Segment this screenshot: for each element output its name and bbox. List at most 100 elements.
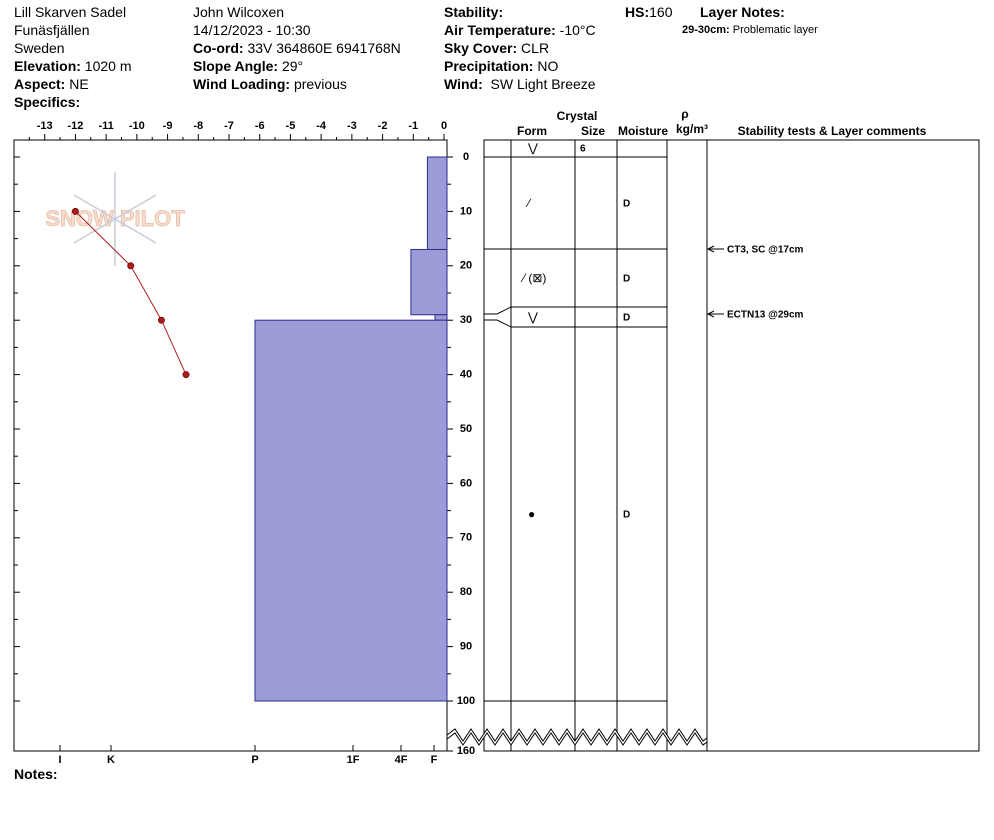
col-header: Stability tests & Layer comments bbox=[738, 124, 927, 138]
y-tick-label: 100 bbox=[457, 695, 475, 707]
precipitation: Precipitation: NO bbox=[444, 57, 558, 75]
site-name: Lill Skarven Sadel bbox=[14, 4, 127, 20]
layer-connectors bbox=[484, 306, 512, 328]
hardness-label: P bbox=[251, 754, 258, 766]
hardness-bar bbox=[426, 156, 448, 250]
layer-notes: Layer Notes: bbox=[700, 3, 785, 21]
comment-arrows bbox=[706, 245, 724, 318]
value: 33V 364860E 6941768N bbox=[247, 40, 401, 56]
notes: Notes: bbox=[14, 765, 58, 783]
y-tick-label: 160 bbox=[457, 745, 475, 757]
hardness-label: 4F bbox=[395, 754, 408, 766]
hardness-label: I bbox=[58, 754, 61, 766]
y-tick-label: 0 bbox=[463, 151, 469, 163]
temperature-point bbox=[71, 207, 79, 215]
label: Specifics: bbox=[14, 94, 81, 110]
col-header: kg/m³ bbox=[676, 122, 708, 136]
crystal-form: ⋁ bbox=[527, 141, 538, 155]
hardness-label: F bbox=[431, 754, 438, 766]
layer-note: 29-30cm: Problematic layer bbox=[682, 22, 818, 38]
moisture: D bbox=[623, 199, 630, 210]
hardness-bar bbox=[410, 248, 448, 316]
sky-cover: Sky Cover: CLR bbox=[444, 39, 549, 57]
x-tick-label: -11 bbox=[98, 120, 113, 132]
label: Elevation: bbox=[14, 58, 81, 74]
y-tick-label: 90 bbox=[460, 641, 472, 653]
value: 29° bbox=[281, 58, 304, 74]
x-tick-label: -9 bbox=[163, 120, 173, 132]
value: 160 bbox=[649, 4, 673, 20]
x-tick-label: -3 bbox=[347, 120, 357, 132]
temperature-line bbox=[75, 211, 187, 375]
col-header: Form bbox=[517, 124, 547, 138]
col-header: ρ bbox=[681, 107, 688, 121]
slope: Slope Angle: 29° bbox=[193, 57, 303, 75]
value: previous bbox=[293, 76, 347, 92]
label: Wind Loading: bbox=[193, 76, 291, 92]
temperature-point bbox=[127, 262, 135, 270]
x-tick-label: -5 bbox=[286, 120, 296, 132]
value: NE bbox=[69, 76, 89, 92]
coord: Co-ord: 33V 364860E 6941768N bbox=[193, 39, 401, 57]
y-tick-label: 20 bbox=[460, 260, 472, 272]
label: Stability: bbox=[444, 4, 504, 20]
hardness-label: 1F bbox=[347, 754, 360, 766]
moisture: D bbox=[623, 510, 630, 521]
stability-comment: CT3, SC @17cm bbox=[727, 245, 804, 256]
axis-break bbox=[446, 728, 708, 746]
y-tick-label: 30 bbox=[460, 314, 472, 326]
crystal-size: 6 bbox=[580, 144, 586, 155]
x-tick-label: -4 bbox=[316, 120, 327, 132]
value: 1020 m bbox=[84, 58, 132, 74]
table-frame bbox=[483, 139, 980, 752]
label: Sky Cover: bbox=[444, 40, 518, 56]
elevation: Elevation: 1020 m bbox=[14, 57, 132, 75]
wind-loading: Wind Loading: previous bbox=[193, 75, 347, 93]
col-header: Moisture bbox=[618, 124, 668, 138]
x-tick-label: -8 bbox=[193, 120, 203, 132]
y-tick-label: 70 bbox=[460, 532, 472, 544]
stability: Stability: bbox=[444, 3, 503, 21]
value: CLR bbox=[521, 40, 550, 56]
observer: John Wilcoxen bbox=[193, 4, 285, 20]
label: Co-ord: bbox=[193, 40, 244, 56]
x-tick-label: -2 bbox=[378, 120, 388, 132]
air-temperature: Air Temperature: -10°C bbox=[444, 21, 596, 39]
x-tick-label: -10 bbox=[129, 120, 145, 132]
label: HS: bbox=[625, 4, 650, 20]
x-tick-label: -7 bbox=[224, 120, 234, 132]
label: Wind: bbox=[444, 76, 483, 92]
label: Aspect: bbox=[14, 76, 66, 92]
label: Air Temperature: bbox=[444, 22, 556, 38]
crystal-form: ● bbox=[528, 507, 535, 521]
moisture: D bbox=[623, 313, 630, 324]
temperature-point bbox=[182, 371, 190, 379]
crystal-form: ⋁ bbox=[527, 310, 538, 324]
y-tick-label: 60 bbox=[460, 477, 472, 489]
range: 29-30cm: bbox=[682, 24, 730, 36]
x-tick-label: -12 bbox=[67, 120, 83, 132]
x-tick-label: -13 bbox=[37, 120, 53, 132]
text: Problematic layer bbox=[732, 24, 818, 36]
site-area: Funäsfjällen bbox=[14, 22, 90, 38]
y-tick-label: 80 bbox=[460, 586, 472, 598]
y-tick-label: 50 bbox=[460, 423, 472, 435]
col-header: Size bbox=[581, 124, 605, 138]
y-tick-label: 10 bbox=[460, 205, 472, 217]
label: Layer Notes: bbox=[700, 4, 785, 20]
table-columns bbox=[484, 140, 708, 751]
site-country: Sweden bbox=[14, 40, 65, 56]
datetime: 14/12/2023 - 10:30 bbox=[193, 22, 311, 38]
x-tick-label: -6 bbox=[255, 120, 265, 132]
hardness-bar bbox=[434, 314, 448, 321]
value: NO bbox=[537, 58, 559, 74]
value: SW Light Breeze bbox=[490, 76, 596, 92]
y-tick-label: 40 bbox=[460, 369, 472, 381]
hardness-label: K bbox=[107, 754, 115, 766]
crystal-form: ⁄ bbox=[525, 196, 532, 210]
value: -10°C bbox=[559, 22, 596, 38]
wind: Wind: SW Light Breeze bbox=[444, 75, 596, 93]
x-tick-label: -1 bbox=[408, 120, 418, 132]
